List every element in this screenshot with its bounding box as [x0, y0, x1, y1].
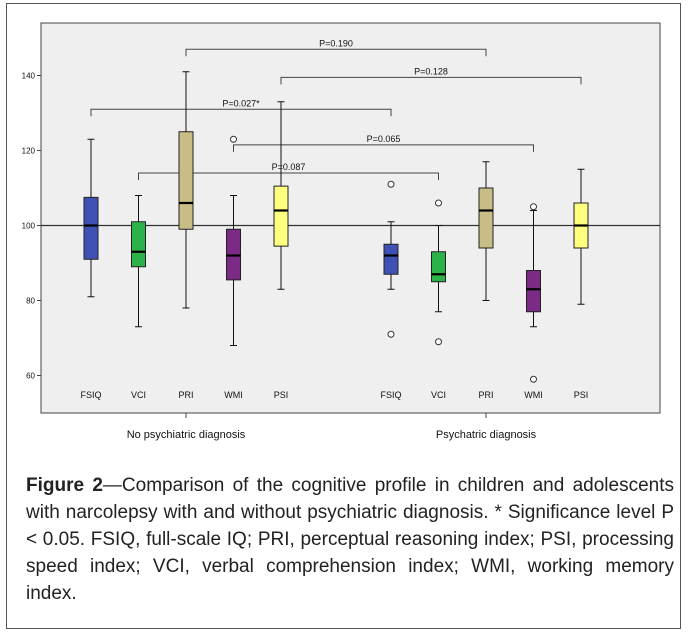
box-label: PSI — [574, 390, 589, 400]
box-label: WMI — [524, 390, 543, 400]
box-label: FSIQ — [380, 390, 401, 400]
plot-area — [40, 22, 661, 414]
box-label: PRI — [178, 390, 193, 400]
box-label: WMI — [224, 390, 243, 400]
y-tick-label: 80 — [26, 297, 35, 306]
x-group-label: No psychiatric diagnosis — [127, 429, 246, 441]
figure-frame: 60 80 100 120 140 No psychiatric diagnosis Psy… — [6, 3, 681, 629]
x-group-label: Psychatric diagnosis — [436, 429, 537, 441]
box-label: VCI — [131, 390, 146, 400]
outlier-point — [387, 180, 395, 188]
y-tick-label: 140 — [22, 72, 36, 81]
comparison-bracket — [233, 144, 534, 152]
box-pri — [478, 187, 494, 249]
box-fsiq — [83, 196, 99, 260]
outlier-point — [230, 135, 237, 143]
outlier-point — [435, 199, 442, 207]
box-label: VCI — [431, 390, 446, 400]
box-psi — [273, 185, 289, 247]
y-tick-label: 60 — [26, 372, 35, 381]
comparison-p-value: P=0.087 — [272, 162, 306, 172]
box-vci — [131, 221, 146, 268]
comparison-p-value: P=0.190 — [319, 38, 353, 48]
comparison-bracket — [185, 48, 487, 57]
box-label: PSI — [274, 390, 289, 400]
box-fsiq — [383, 243, 399, 275]
figure-label: Figure 2 — [26, 475, 103, 496]
box-pri — [178, 131, 194, 230]
box-label: FSIQ — [80, 390, 101, 400]
box-label: PRI — [478, 390, 493, 400]
comparison-bracket — [280, 76, 582, 85]
y-tick-label: 120 — [22, 147, 36, 156]
figure-caption: Figure 2—Comparison of the cognitive pro… — [26, 472, 674, 607]
outlier-point — [387, 330, 395, 338]
comparison-p-value: P=0.128 — [414, 66, 448, 76]
outlier-point — [530, 203, 537, 211]
caption-text: —Comparison of the cognitive profile in … — [26, 475, 674, 604]
outlier-point — [435, 338, 442, 346]
comparison-p-value: P=0.027* — [222, 98, 260, 108]
box-wmi — [526, 270, 541, 313]
y-tick-label: 100 — [22, 222, 36, 231]
outlier-point — [530, 375, 537, 383]
comparison-bracket — [90, 108, 392, 117]
boxplot-chart: 60 80 100 120 140 No psychiatric diagnosis Psy… — [22, 22, 661, 441]
box-vci — [431, 251, 446, 283]
comparison-bracket — [138, 172, 439, 180]
comparison-p-value: P=0.065 — [367, 134, 401, 144]
